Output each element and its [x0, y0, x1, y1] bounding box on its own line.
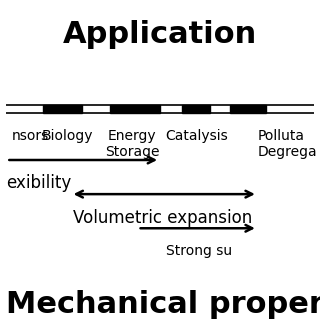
Text: Polluta
Degrega: Polluta Degrega — [258, 129, 317, 159]
Bar — [110, 105, 160, 113]
Text: nsors: nsors — [12, 129, 49, 143]
Bar — [230, 105, 266, 113]
Bar — [6, 105, 314, 113]
Bar — [182, 105, 210, 113]
Text: Application: Application — [63, 20, 257, 49]
Text: exibility: exibility — [6, 174, 72, 192]
Text: Energy
Storage: Energy Storage — [105, 129, 159, 159]
Text: Mechanical propertie: Mechanical propertie — [6, 290, 320, 319]
Text: Biology: Biology — [42, 129, 93, 143]
Text: Catalysis: Catalysis — [165, 129, 228, 143]
Text: Strong su: Strong su — [165, 244, 232, 258]
Bar — [43, 105, 82, 113]
Text: Volumetric expansion: Volumetric expansion — [73, 210, 253, 228]
